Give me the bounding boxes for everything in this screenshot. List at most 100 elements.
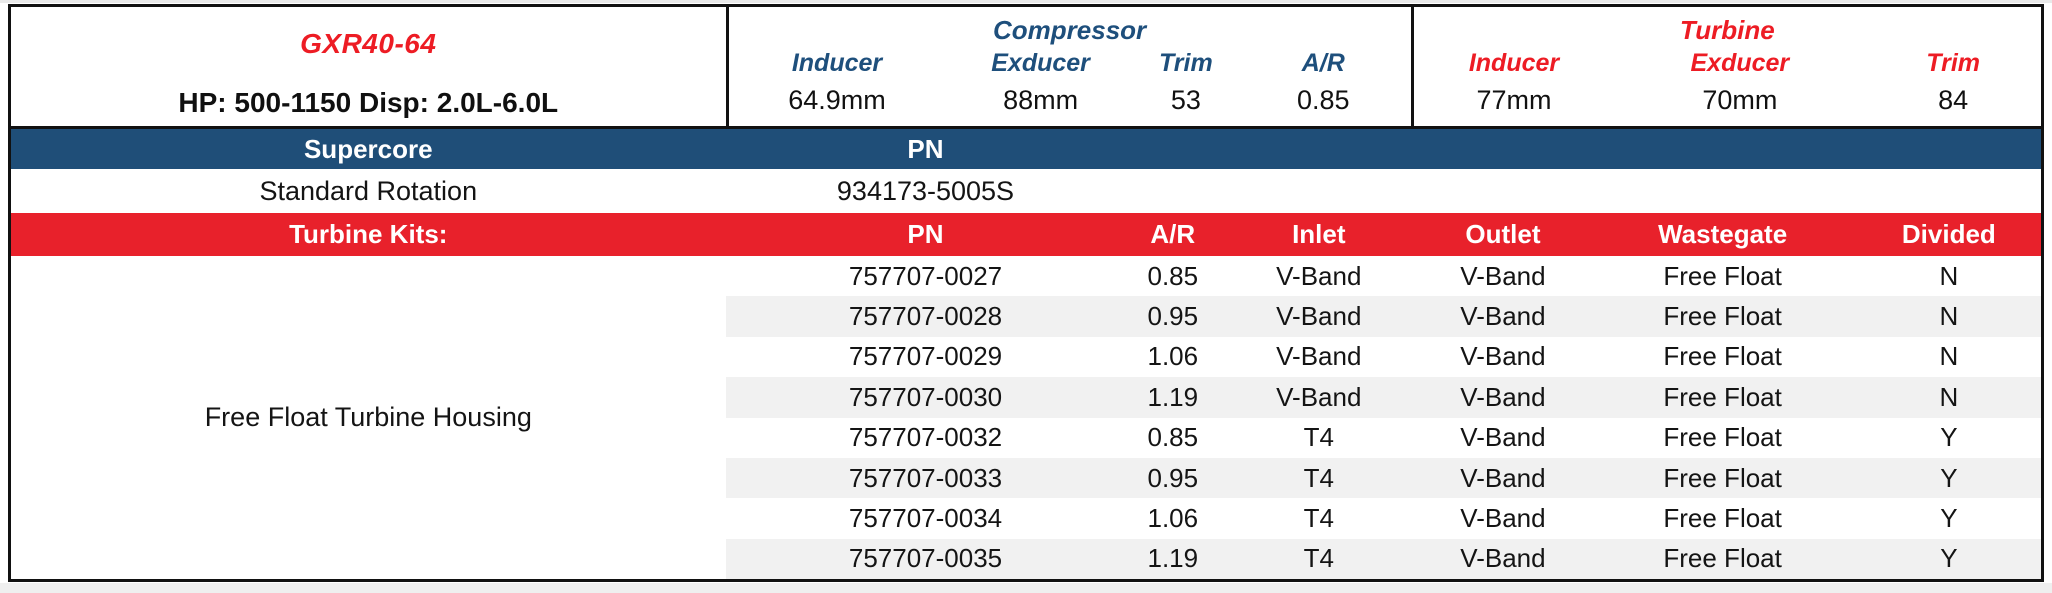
kit-cell-wastegate: Free Float <box>1663 543 1782 574</box>
kit-cell-inlet: V-Band <box>1276 301 1362 332</box>
kit-cell-outlet: V-Band <box>1460 422 1546 453</box>
kit-cell-outlet: V-Band <box>1460 381 1546 412</box>
table-row: 757707-0035 1.19 T4 V-Band Free Float Y <box>725 538 2041 579</box>
turbine-col-trim: Trim <box>1926 49 1980 77</box>
kit-cell-wastegate: Free Float <box>1663 260 1782 291</box>
table-row: 757707-0030 1.19 V-Band V-Band Free Float N <box>725 377 2041 418</box>
supercore-header-grid: PN <box>726 134 2041 165</box>
kit-cell-inlet: V-Band <box>1276 381 1362 412</box>
compressor-col-inducer: Inducer <box>791 49 883 77</box>
kit-cell-pn: 757707-0029 <box>848 341 1003 372</box>
turbine-kits-header-grid: PN A/R Inlet Outlet Wastegate Divided <box>726 219 2041 250</box>
kits-col-outlet: Outlet <box>1465 219 1541 249</box>
kit-cell-divided: N <box>1939 341 1959 372</box>
kit-cell-outlet: V-Band <box>1460 341 1546 372</box>
compressor-col-exducer: Exducer <box>991 49 1090 77</box>
compressor-ar-value: 0.85 <box>1297 85 1350 115</box>
kit-cell-pn: 757707-0028 <box>848 301 1003 332</box>
kit-cell-wastegate: Free Float <box>1663 301 1782 332</box>
table-row: 757707-0027 0.85 V-Band V-Band Free Float N <box>725 256 2041 297</box>
supercore-row-grid: 934173-5005S <box>726 176 2041 207</box>
table-row: 757707-0033 0.95 T4 V-Band Free Float Y <box>725 457 2041 499</box>
kits-col-pn: PN <box>907 219 944 249</box>
kit-cell-pn: 757707-0034 <box>848 502 1003 533</box>
kit-cell-divided: Y <box>1940 462 1958 493</box>
compressor-title: Compressor <box>993 15 1147 45</box>
kit-cell-outlet: V-Band <box>1460 462 1546 493</box>
supercore-header-band: Supercore PN <box>11 129 2041 169</box>
kit-cell-ar: 1.19 <box>1147 543 1199 574</box>
supercore-row-name: Standard Rotation <box>259 175 478 206</box>
page-bottom-edge <box>0 583 2052 593</box>
kit-cell-pn: 757707-0033 <box>848 462 1003 493</box>
product-header-cell: GXR40-64 HP: 500-1150 Disp: 2.0L-6.0L <box>11 7 729 126</box>
kit-cell-wastegate: Free Float <box>1663 462 1782 493</box>
kit-cell-pn: 757707-0032 <box>848 422 1003 453</box>
compressor-col-ar: A/R <box>1301 49 1345 77</box>
kit-cell-ar: 0.85 <box>1147 260 1199 291</box>
supercore-row: Standard Rotation 934173-5005S <box>11 169 2041 213</box>
kit-cell-outlet: V-Band <box>1460 301 1546 332</box>
turbine-section: Turbine Inducer Exducer Trim 77mm 70mm 8… <box>1414 7 2041 126</box>
kit-cell-ar: 1.19 <box>1147 381 1199 412</box>
turbine-col-exducer: Exducer <box>1690 49 1790 77</box>
turbo-spec-table: GXR40-64 HP: 500-1150 Disp: 2.0L-6.0L Co… <box>8 4 2044 582</box>
kit-cell-ar: 0.85 <box>1147 422 1199 453</box>
kit-cell-divided: Y <box>1940 502 1958 533</box>
supercore-row-pn: 934173-5005S <box>836 175 1015 206</box>
turbine-inducer-value: 77mm <box>1476 85 1552 115</box>
kit-cell-inlet: T4 <box>1303 543 1334 574</box>
turbine-kit-rows: 757707-0027 0.85 V-Band V-Band Free Float N 75… <box>725 256 2041 579</box>
kit-cell-divided: Y <box>1940 422 1958 453</box>
kit-cell-wastegate: Free Float <box>1663 341 1782 372</box>
compressor-trim-value: 53 <box>1170 85 1201 115</box>
turbine-exducer-value: 70mm <box>1702 85 1778 115</box>
turbine-column-headers: Inducer Exducer Trim <box>1414 46 2041 80</box>
kit-cell-pn: 757707-0030 <box>848 381 1003 412</box>
turbine-col-inducer: Inducer <box>1468 49 1560 77</box>
kit-cell-ar: 1.06 <box>1147 502 1199 533</box>
turbine-kits-label: Turbine Kits: <box>289 219 448 249</box>
kit-cell-inlet: V-Band <box>1276 260 1362 291</box>
product-model: GXR40-64 <box>300 28 437 59</box>
turbine-title: Turbine <box>1679 15 1775 45</box>
kit-cell-divided: N <box>1939 301 1959 332</box>
kit-cell-ar: 1.06 <box>1147 341 1199 372</box>
kits-col-divided: Divided <box>1901 219 1996 249</box>
kits-col-inlet: Inlet <box>1292 219 1346 249</box>
compressor-section: Compressor Inducer Exducer Trim A/R 64.9… <box>729 7 1414 126</box>
kit-cell-wastegate: Free Float <box>1663 381 1782 412</box>
turbine-kits-body: Free Float Turbine Housing 757707-0027 0.… <box>11 256 2041 579</box>
kit-cell-inlet: T4 <box>1303 502 1334 533</box>
kit-cell-wastegate: Free Float <box>1663 422 1782 453</box>
kit-cell-inlet: V-Band <box>1276 341 1362 372</box>
kit-group-label: Free Float Turbine Housing <box>11 256 726 579</box>
kit-cell-divided: Y <box>1940 543 1958 574</box>
table-row: 757707-0034 1.06 T4 V-Band Free Float Y <box>725 498 2041 539</box>
kit-cell-inlet: T4 <box>1303 422 1334 453</box>
kits-col-ar: A/R <box>1150 219 1196 249</box>
kit-cell-outlet: V-Band <box>1460 502 1546 533</box>
kit-cell-inlet: T4 <box>1303 462 1334 493</box>
kit-cell-wastegate: Free Float <box>1663 502 1782 533</box>
kit-cell-ar: 0.95 <box>1147 301 1199 332</box>
header-section: GXR40-64 HP: 500-1150 Disp: 2.0L-6.0L Co… <box>11 7 2041 129</box>
kit-cell-divided: N <box>1939 260 1959 291</box>
compressor-col-trim: Trim <box>1158 49 1213 77</box>
supercore-pn-header: PN <box>907 133 944 164</box>
product-specs: HP: 500-1150 Disp: 2.0L-6.0L <box>178 87 559 118</box>
compressor-values: 64.9mm 88mm 53 0.85 <box>729 80 1411 120</box>
kits-col-wastegate: Wastegate <box>1658 219 1788 249</box>
turbine-trim-value: 84 <box>1938 85 1969 115</box>
table-row: 757707-0028 0.95 V-Band V-Band Free Float N <box>725 296 2041 337</box>
kit-cell-divided: N <box>1939 381 1959 412</box>
kit-cell-ar: 0.95 <box>1147 462 1199 493</box>
turbine-kits-header-band: Turbine Kits: PN A/R Inlet Outlet Wasteg… <box>11 213 2041 256</box>
page-top-edge <box>0 0 2052 3</box>
supercore-label: Supercore <box>303 133 433 164</box>
kit-cell-outlet: V-Band <box>1460 543 1546 574</box>
compressor-exducer-value: 88mm <box>1003 85 1079 115</box>
compressor-inducer-value: 64.9mm <box>788 85 886 115</box>
turbine-values: 77mm 70mm 84 <box>1414 80 2041 120</box>
